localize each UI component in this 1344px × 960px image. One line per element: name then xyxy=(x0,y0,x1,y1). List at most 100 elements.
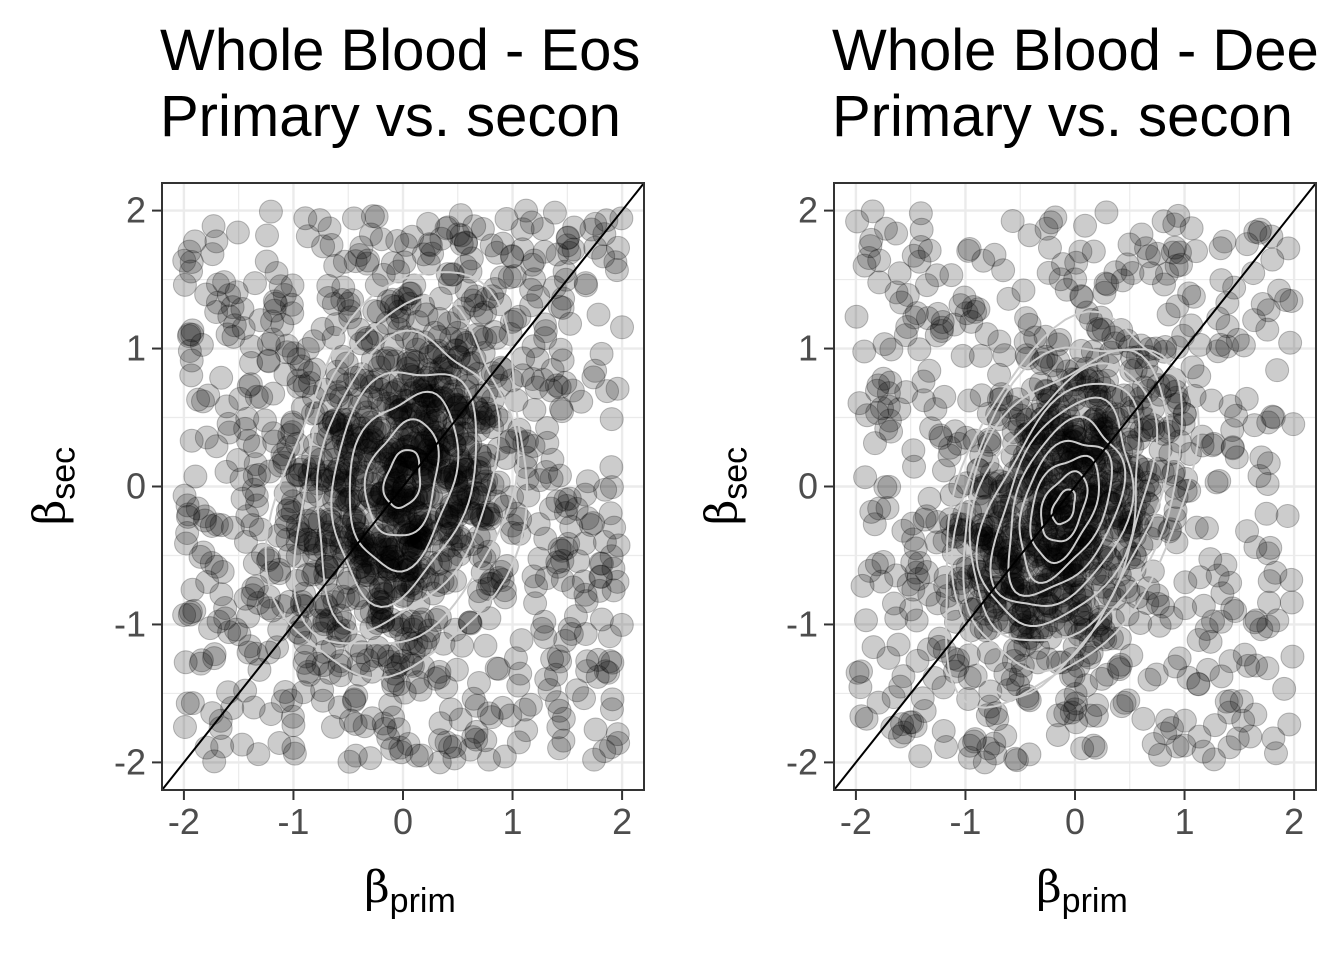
data-point xyxy=(522,267,547,292)
data-point xyxy=(1265,608,1290,633)
data-point xyxy=(589,607,614,632)
data-point xyxy=(487,292,512,317)
data-point xyxy=(524,574,549,599)
data-point xyxy=(204,434,229,459)
data-point xyxy=(340,288,365,313)
data-point xyxy=(428,711,453,736)
data-point xyxy=(177,339,202,364)
data-point xyxy=(464,727,489,752)
data-point xyxy=(473,300,498,325)
data-point xyxy=(305,651,330,676)
data-point xyxy=(1279,590,1304,615)
data-point xyxy=(972,750,997,775)
data-point xyxy=(1194,617,1219,642)
data-point xyxy=(900,511,925,536)
data-point xyxy=(575,649,600,674)
data-point xyxy=(415,400,440,425)
data-point xyxy=(411,452,436,477)
data-point xyxy=(1261,405,1286,430)
data-point xyxy=(437,311,462,336)
data-point xyxy=(498,703,523,728)
data-point xyxy=(458,611,483,636)
chart-title-line2: Primary vs. secon xyxy=(832,84,1293,149)
data-point xyxy=(360,348,385,373)
data-point xyxy=(428,728,453,753)
data-point xyxy=(428,517,453,542)
data-point xyxy=(844,304,869,329)
data-point xyxy=(353,500,378,525)
data-point xyxy=(486,656,511,681)
data-point xyxy=(317,216,342,241)
data-point xyxy=(443,568,468,593)
axis-ticks: -2 -1 0 1 2 -2 -1 0 1 2 xyxy=(114,190,632,842)
data-point xyxy=(1205,563,1230,588)
data-point xyxy=(1274,288,1299,313)
data-point xyxy=(225,220,250,245)
data-point xyxy=(1063,267,1088,292)
data-point xyxy=(380,251,405,276)
data-point xyxy=(1110,268,1135,293)
data-point xyxy=(395,488,420,513)
data-point xyxy=(1073,213,1098,238)
data-point xyxy=(849,704,874,729)
data-point xyxy=(412,481,437,506)
data-point xyxy=(293,206,318,231)
data-point xyxy=(479,502,504,527)
data-point xyxy=(494,206,519,231)
data-point xyxy=(605,569,630,594)
data-point xyxy=(424,607,449,632)
data-point xyxy=(382,380,407,405)
data-point xyxy=(377,649,402,674)
data-point xyxy=(396,732,421,757)
data-point xyxy=(210,559,235,584)
data-point xyxy=(466,410,491,435)
data-point xyxy=(288,522,313,547)
data-point xyxy=(409,379,434,404)
data-point xyxy=(1064,250,1089,275)
data-point xyxy=(343,452,368,477)
data-point xyxy=(1063,681,1088,706)
data-point xyxy=(331,584,356,609)
data-point xyxy=(302,560,327,585)
data-point xyxy=(388,735,413,760)
data-point xyxy=(393,405,418,430)
data-point xyxy=(267,730,292,755)
data-point xyxy=(606,235,631,260)
data-point xyxy=(1256,298,1281,323)
data-point xyxy=(439,382,464,407)
data-point xyxy=(1173,478,1198,503)
data-point xyxy=(387,640,412,665)
chart-title: Whole Blood - Eos Primary vs. secon xyxy=(160,18,672,158)
data-point xyxy=(172,248,197,273)
data-point xyxy=(192,508,217,533)
data-point xyxy=(519,210,544,235)
data-point xyxy=(387,449,412,474)
data-point xyxy=(538,496,563,521)
data-point xyxy=(539,466,564,491)
data-point xyxy=(547,375,572,400)
data-point xyxy=(879,337,904,362)
data-point xyxy=(1055,533,1080,558)
data-point xyxy=(908,744,933,769)
data-point xyxy=(400,571,425,596)
data-point xyxy=(199,513,224,538)
data-point xyxy=(250,542,275,567)
data-point xyxy=(518,692,543,717)
data-point xyxy=(996,286,1021,311)
data-point xyxy=(470,216,495,241)
data-point xyxy=(1068,239,1093,264)
data-point xyxy=(526,284,551,309)
data-point xyxy=(873,475,898,500)
data-point xyxy=(477,506,502,531)
data-point xyxy=(213,606,238,631)
data-point xyxy=(887,397,912,422)
data-point xyxy=(586,647,611,672)
data-point xyxy=(544,373,569,398)
data-point xyxy=(468,544,493,569)
data-point xyxy=(412,330,437,355)
data-point xyxy=(382,536,407,561)
data-point xyxy=(189,332,214,357)
data-point xyxy=(1242,308,1267,333)
data-point xyxy=(1023,325,1048,350)
data-point xyxy=(378,381,403,406)
